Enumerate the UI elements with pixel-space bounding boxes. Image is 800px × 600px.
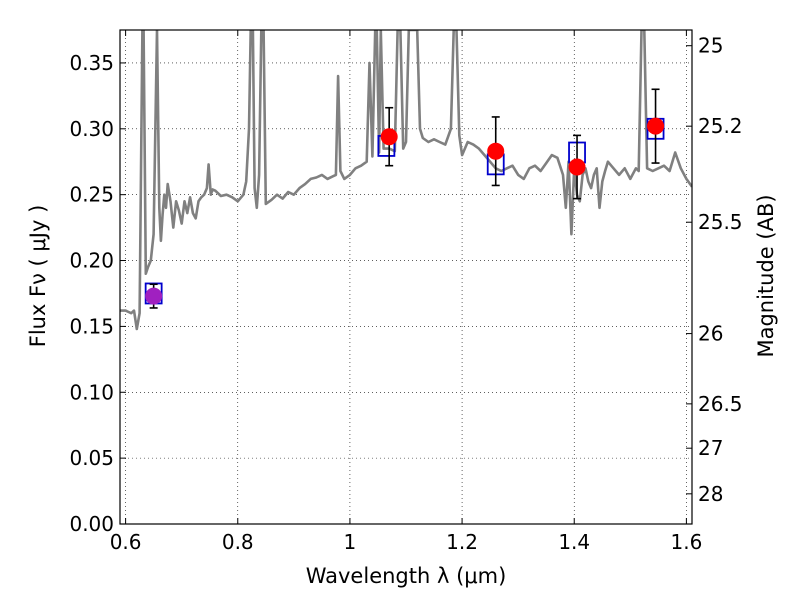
right-tick-label: 26 [698, 322, 723, 346]
y-tick-label: 0.25 [69, 183, 114, 207]
y-tick-label: 0.35 [69, 51, 114, 75]
right-tick-label: 26.5 [698, 392, 743, 416]
measured-point [487, 142, 505, 160]
plot-frame [119, 29, 693, 525]
model-spectrum-line [120, 30, 692, 331]
measured-point [647, 117, 665, 135]
x-tick-label: 1.6 [670, 530, 702, 554]
right-tick-label: 25.5 [698, 210, 743, 234]
right-tick-label: 25.2 [698, 114, 743, 138]
x-tick-label: 0.8 [222, 530, 254, 554]
right-tick-label: 25 [698, 34, 723, 58]
measured-point [145, 287, 163, 305]
tick-labels: 0.6 0.8 1 1.2 1.4 1.6 0.00 0.05 0.10 0.15 0.20 0.25… [69, 34, 742, 554]
plot-area [120, 30, 692, 331]
x-tick-label: 0.6 [110, 530, 142, 554]
right-axis-label: Magnitude (AB) [754, 194, 778, 357]
axes-frame [119, 29, 693, 525]
right-tick-label: 28 [698, 482, 723, 506]
y-axis-label: Flux Fν ( μJy ) [26, 205, 50, 348]
y-tick-label: 0.10 [69, 380, 114, 404]
y-tick-label: 0.30 [69, 117, 114, 141]
x-tick-label: 1 [344, 530, 357, 554]
y-tick-label: 0.00 [69, 512, 114, 536]
x-tick-label: 1.4 [558, 530, 590, 554]
right-tick-label: 27 [698, 436, 723, 460]
measured-point [380, 128, 398, 146]
measured-point [568, 158, 586, 176]
x-tick-label: 1.2 [446, 530, 478, 554]
y-tick-label: 0.15 [69, 314, 114, 338]
y-tick-label: 0.05 [69, 446, 114, 470]
y-tick-label: 0.20 [69, 249, 114, 273]
x-axis-label: Wavelength λ (μm) [306, 564, 507, 588]
